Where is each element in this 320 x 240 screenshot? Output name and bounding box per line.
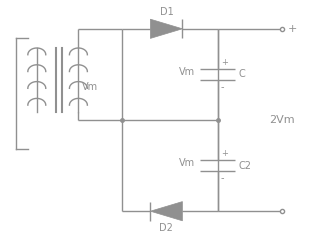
Text: D2: D2 xyxy=(159,223,173,233)
Text: +: + xyxy=(221,149,228,158)
Text: +: + xyxy=(221,58,228,67)
Text: Vm: Vm xyxy=(179,67,195,77)
Text: Vm: Vm xyxy=(179,158,195,168)
Polygon shape xyxy=(150,202,182,221)
Text: -: - xyxy=(221,173,224,183)
Text: C: C xyxy=(238,69,245,79)
Text: -: - xyxy=(221,82,224,92)
Text: Vm: Vm xyxy=(82,82,98,92)
Text: D1: D1 xyxy=(160,7,173,17)
Text: +: + xyxy=(288,24,297,34)
Text: 2Vm: 2Vm xyxy=(269,115,294,125)
Text: C2: C2 xyxy=(238,161,252,171)
Polygon shape xyxy=(150,19,182,38)
